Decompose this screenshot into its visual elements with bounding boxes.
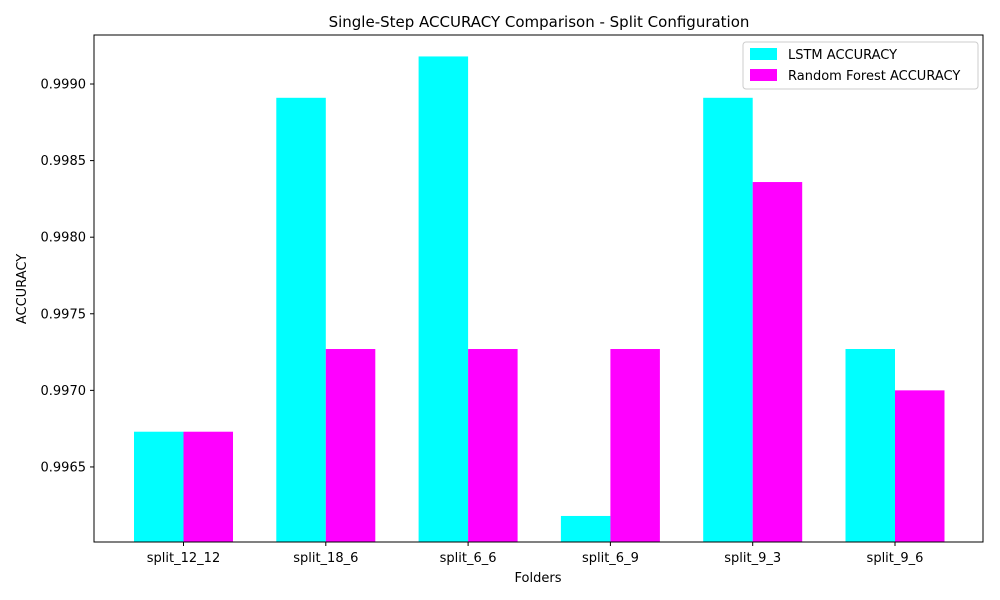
x-axis: split_12_12 split_18_6 split_6_6 split_6_9 s… bbox=[147, 542, 924, 566]
bar-lstm-accuracy-split-9-6 bbox=[845, 349, 895, 542]
bar-lstm-accuracy-split-18-6 bbox=[276, 97, 326, 543]
y-axis-label: ACCURACY bbox=[15, 254, 30, 324]
y-axis: 0.9965 0.9970 0.9975 0.9980 0.9985 0.9990 bbox=[41, 78, 94, 475]
bar-lstm-accuracy-split-6-9 bbox=[560, 515, 611, 542]
y-tick-label: 0.9990 bbox=[41, 78, 87, 93]
legend-label-random-forest: Random Forest ACCURACY bbox=[788, 69, 960, 84]
legend-frame bbox=[742, 41, 979, 90]
y-tick-label: 0.9980 bbox=[41, 231, 87, 246]
y-tick-label: 0.9965 bbox=[41, 460, 87, 475]
x-axis-label: Folders bbox=[515, 571, 562, 586]
y-tick-label: 0.9985 bbox=[41, 154, 87, 169]
x-tick-label: split_12_12 bbox=[147, 551, 220, 566]
y-tick-label: 0.9970 bbox=[41, 384, 87, 399]
bar-random-forest-accuracy-split-9-3 bbox=[752, 182, 803, 542]
legend-swatch-lstm bbox=[750, 48, 777, 60]
x-tick-label: split_6_6 bbox=[440, 551, 497, 566]
bar-random-forest-accuracy-split-6-9 bbox=[610, 349, 660, 542]
bar-lstm-accuracy-split-9-3 bbox=[703, 97, 753, 543]
x-tick-label: split_9_3 bbox=[724, 551, 781, 566]
x-tick-label: split_18_6 bbox=[293, 551, 358, 566]
bar-random-forest-accuracy-split-12-12 bbox=[183, 431, 233, 542]
bar-lstm-accuracy-split-6-6 bbox=[418, 56, 469, 543]
bar-random-forest-accuracy-split-9-6 bbox=[895, 390, 945, 542]
legend-label-lstm: LSTM ACCURACY bbox=[788, 48, 897, 63]
x-tick-label: split_9_6 bbox=[867, 551, 924, 566]
x-tick-label: split_6_9 bbox=[582, 551, 639, 566]
legend: LSTM ACCURACY Random Forest ACCURACY bbox=[742, 41, 979, 90]
legend-swatch-random-forest bbox=[750, 69, 777, 81]
y-tick-label: 0.9975 bbox=[41, 307, 87, 322]
bar-lstm-accuracy-split-12-12 bbox=[134, 431, 184, 542]
plot-area bbox=[93, 34, 984, 543]
bar-random-forest-accuracy-split-18-6 bbox=[325, 349, 376, 542]
bar-random-forest-accuracy-split-6-6 bbox=[468, 349, 518, 542]
bars-group bbox=[134, 56, 945, 543]
chart-title: Single-Step ACCURACY Comparison - Split … bbox=[329, 13, 750, 31]
